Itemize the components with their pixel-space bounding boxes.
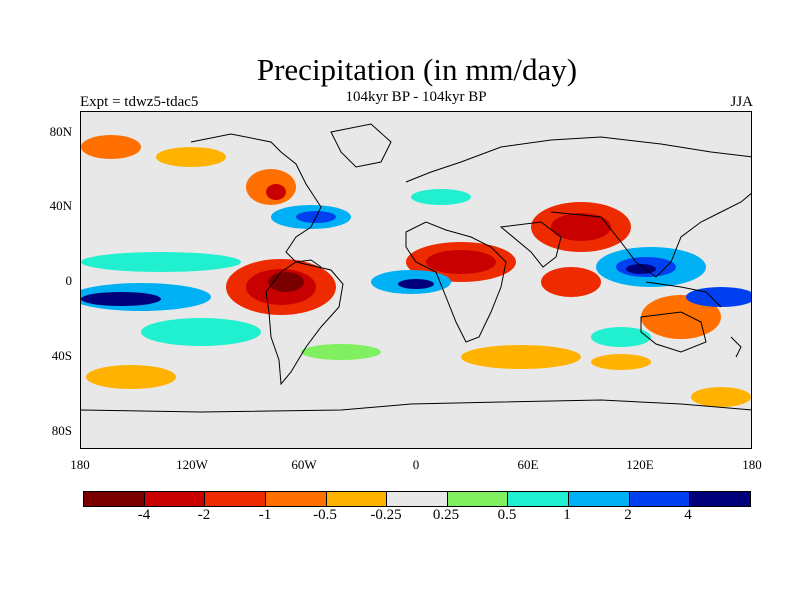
colorbar-swatch (265, 492, 327, 506)
x-label-120w: 120W (176, 457, 208, 472)
x-label-180w: 180 (70, 457, 90, 472)
colorbar-swatch (629, 492, 691, 506)
colorbar-label: -4 (137, 507, 151, 523)
plot-subtitle: 104kyr BP - 104kyr BP (345, 89, 487, 105)
colorbar-label: 0.25 (432, 507, 460, 523)
colorbar-label: 1 (563, 507, 571, 523)
x-label-120e: 120E (626, 457, 654, 472)
colorbar-label: -0.5 (313, 507, 337, 523)
colorbar-label: 4 (684, 507, 692, 523)
colorbar-swatch (84, 492, 145, 506)
map-canvas (81, 123, 751, 413)
y-label-80s: 80S (51, 423, 72, 438)
colorbar-swatch (508, 492, 570, 506)
y-label-80n: 80N (49, 124, 72, 139)
x-label-180e: 180 (742, 457, 762, 472)
coastlines (81, 123, 751, 413)
colorbar-swatch (144, 492, 206, 506)
anomaly-field (81, 135, 751, 407)
colorbar-swatch (326, 492, 388, 506)
colorbar-swatch (205, 492, 266, 506)
colorbar-swatch (569, 492, 630, 506)
x-label-60w: 60W (291, 457, 317, 472)
precipitation-map (80, 111, 752, 449)
y-label-40n: 40N (49, 198, 72, 213)
colorbar-label: 0.5 (497, 507, 517, 523)
plot-title: Precipitation (in mm/day) (256, 52, 578, 87)
x-label-60e: 60E (517, 457, 539, 472)
colorbar-label: -0.25 (370, 507, 402, 523)
colorbar-swatch (690, 492, 751, 506)
colorbar-label: -2 (197, 507, 211, 523)
colorbar-label: 2 (624, 507, 632, 523)
colorbar-label: -1 (258, 507, 272, 523)
season-label: JJA (730, 94, 753, 110)
y-label-0: 0 (65, 273, 73, 288)
colorbar-swatch (447, 492, 509, 506)
experiment-label: Expt = tdwz5-tdac5 (80, 94, 199, 110)
colorbar (83, 491, 751, 507)
x-label-0: 0 (412, 457, 420, 472)
colorbar-swatch (387, 492, 448, 506)
y-label-40s: 40S (51, 348, 72, 363)
